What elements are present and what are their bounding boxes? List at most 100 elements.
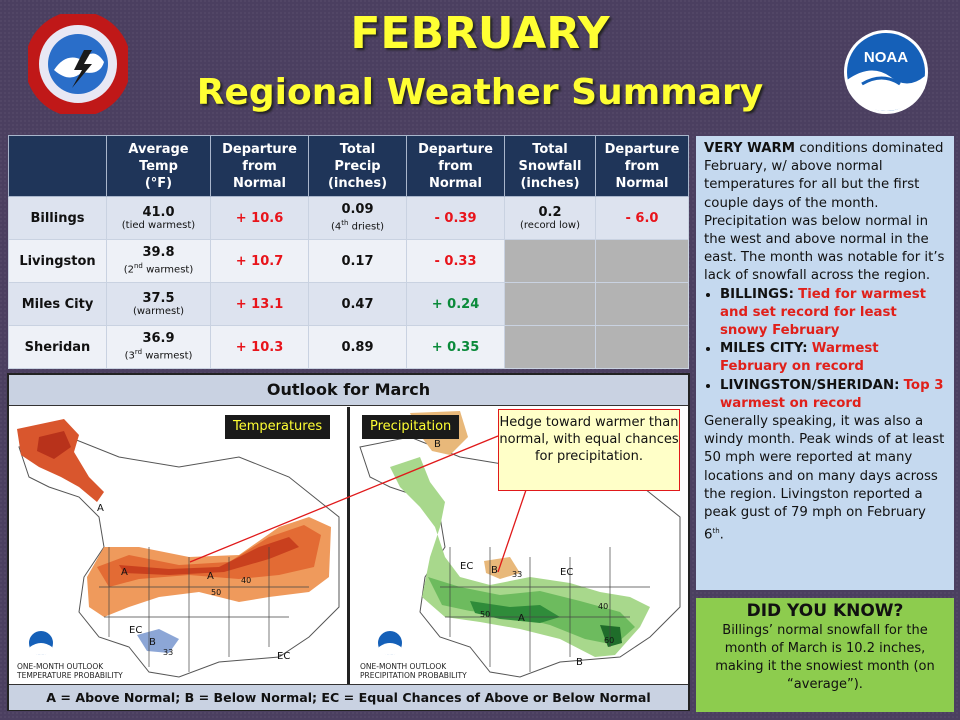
city-name: Sheridan <box>8 325 107 369</box>
city-name: Billings <box>8 196 107 240</box>
map-label-below: B <box>576 657 583 668</box>
avg-temp-value: 36.9 <box>142 331 175 347</box>
precip-cell: 0.47 <box>308 282 407 326</box>
did-you-know-title: DID YOU KNOW? <box>746 601 904 621</box>
precip-cell: 0.09 (4th driest) <box>308 196 407 240</box>
map-caption: ONE-MONTH OUTLOOK <box>17 662 104 671</box>
summary-intro-text: conditions dominated February, w/ above … <box>704 141 945 284</box>
avg-temp-value: 39.8 <box>142 245 175 261</box>
map-label-ec: EC <box>460 561 473 572</box>
table-row: Livingston 39.8 (2nd warmest) + 10.7 0.17… <box>8 239 689 283</box>
temp-departure-cell: + 10.7 <box>210 239 309 283</box>
did-you-know-body: Billings’ normal snowfall for the month … <box>715 623 935 692</box>
map-contour-label: 33 <box>163 648 173 657</box>
precipitation-label: Precipitation <box>362 415 460 439</box>
map-contour-label: 40 <box>598 602 608 611</box>
outlook-title: Outlook for March <box>9 375 688 406</box>
table-row: Billings 41.0 (tied warmest) + 10.6 0.09(… <box>8 196 689 240</box>
bullet-label: MILES CITY: <box>720 341 808 357</box>
precip-cell: 0.17 <box>308 239 407 283</box>
snow-departure-cell-empty <box>595 239 689 283</box>
precip-departure-cell: - 0.33 <box>406 239 505 283</box>
bullet-label: LIVINGSTON/SHERIDAN: <box>720 377 900 393</box>
map-contour-label: 50 <box>480 610 490 619</box>
precip-value: 0.09 <box>341 202 374 218</box>
map-label-below: B <box>149 637 156 648</box>
header-precip-departure: Departure from Normal <box>406 135 505 197</box>
map-label-above: A <box>121 567 128 578</box>
map-contour-label: 40 <box>241 576 251 585</box>
table-row: Sheridan 36.9 (3rd warmest) + 10.3 0.89 +… <box>8 325 689 369</box>
snowfall-cell-empty <box>504 325 596 369</box>
avg-temp-note: (tied warmest) <box>121 219 196 231</box>
summary-bullet-billings: BILLINGS: Tied for warmest and set recor… <box>720 286 946 341</box>
bullet-text: Top 3 warmest on record <box>720 377 944 411</box>
map-label-below: B <box>434 439 441 450</box>
noaa-logo-text: NOAA <box>864 49 908 66</box>
avg-temp-note: (2nd warmest) <box>123 262 194 276</box>
precip-departure-cell: + 0.35 <box>406 325 505 369</box>
map-contour-label: 33 <box>512 570 522 579</box>
summary-bullets: BILLINGS: Tied for warmest and set recor… <box>704 286 946 413</box>
map-caption: TEMPERATURE PROBABILITY <box>16 671 123 680</box>
city-name: Livingston <box>8 239 107 283</box>
avg-temp-cell: 36.9 (3rd warmest) <box>106 325 211 369</box>
avg-temp-value: 41.0 <box>142 204 175 220</box>
summary-box: VERY WARM conditions dominated February,… <box>696 136 954 590</box>
snow-departure-cell-empty <box>595 282 689 326</box>
temp-departure-cell: + 10.3 <box>210 325 309 369</box>
bullet-label: BILLINGS: <box>720 286 794 302</box>
summary-closing: Generally speaking, it was also a windy … <box>704 414 945 543</box>
avg-temp-cell: 37.5 (warmest) <box>106 282 211 326</box>
precip-note: (4th driest) <box>330 219 385 233</box>
snow-departure-cell: - 6.0 <box>595 196 689 240</box>
header-avg-temp: Average Temp (°F) <box>106 135 211 197</box>
header-blank <box>8 135 107 197</box>
outlook-legend: A = Above Normal; B = Below Normal; EC =… <box>9 684 688 710</box>
climate-stats-table: Average Temp (°F) Departure from Normal Tota… <box>8 135 689 369</box>
avg-temp-note: (3rd warmest) <box>124 348 193 362</box>
precip-departure-cell: - 0.39 <box>406 196 505 240</box>
map-caption: ONE-MONTH OUTLOOK <box>360 662 447 671</box>
outlook-callout: Hedge toward warmer than normal, with eq… <box>498 409 680 491</box>
snow-departure-cell-empty <box>595 325 689 369</box>
noaa-logo: NOAA <box>842 28 930 116</box>
temp-departure-cell: + 13.1 <box>210 282 309 326</box>
header-total-snowfall: Total Snowfall (inches) <box>504 135 596 197</box>
bullet-text: Tied for warmest and set record for leas… <box>720 286 927 339</box>
avg-temp-value: 37.5 <box>142 290 175 306</box>
header-total-precip: Total Precip (inches) <box>308 135 407 197</box>
snowfall-cell: 0.2 (record low) <box>504 196 596 240</box>
map-contour-label: 50 <box>211 588 221 597</box>
nws-logo <box>25 11 131 117</box>
temperatures-label: Temperatures <box>225 415 331 439</box>
did-you-know-box: DID YOU KNOW? Billings’ normal snowfall … <box>696 598 954 712</box>
city-name: Miles City <box>8 282 107 326</box>
summary-bullet-miles-city: MILES CITY: Warmest February on record <box>720 340 946 376</box>
snowfall-note: (record low) <box>520 219 580 231</box>
snowfall-cell-empty <box>504 282 596 326</box>
map-label-above: A <box>97 503 104 514</box>
precip-departure-cell: + 0.24 <box>406 282 505 326</box>
map-label-below: B <box>491 565 498 576</box>
map-contour-label: 60 <box>604 636 614 645</box>
page-subtitle: Regional Weather Summary <box>196 72 764 113</box>
map-label-ec: EC <box>277 651 290 662</box>
map-label-above: A <box>207 571 214 582</box>
header-temp-departure: Departure from Normal <box>210 135 309 197</box>
map-label-ec: EC <box>560 567 573 578</box>
summary-bullet-livingston-sheridan: LIVINGSTON/SHERIDAN: Top 3 warmest on re… <box>720 377 946 413</box>
avg-temp-note: (warmest) <box>132 305 185 317</box>
bullet-text: Warmest February on record <box>720 341 879 375</box>
avg-temp-cell: 41.0 (tied warmest) <box>106 196 211 240</box>
snowfall-cell-empty <box>504 239 596 283</box>
temp-departure-cell: + 10.6 <box>210 196 309 240</box>
header-snow-departure: Departure from Normal <box>595 135 689 197</box>
snowfall-value: 0.2 <box>538 204 562 220</box>
precip-cell: 0.89 <box>308 325 407 369</box>
summary-intro: VERY WARM conditions dominated February,… <box>704 140 946 286</box>
map-caption: PRECIPITATION PROBABILITY <box>360 671 467 680</box>
map-label-above: A <box>518 613 525 624</box>
table-row: Miles City 37.5 (warmest) + 13.1 0.47 + 0… <box>8 282 689 326</box>
table-header-row: Average Temp (°F) Departure from Normal Tota… <box>8 135 689 197</box>
